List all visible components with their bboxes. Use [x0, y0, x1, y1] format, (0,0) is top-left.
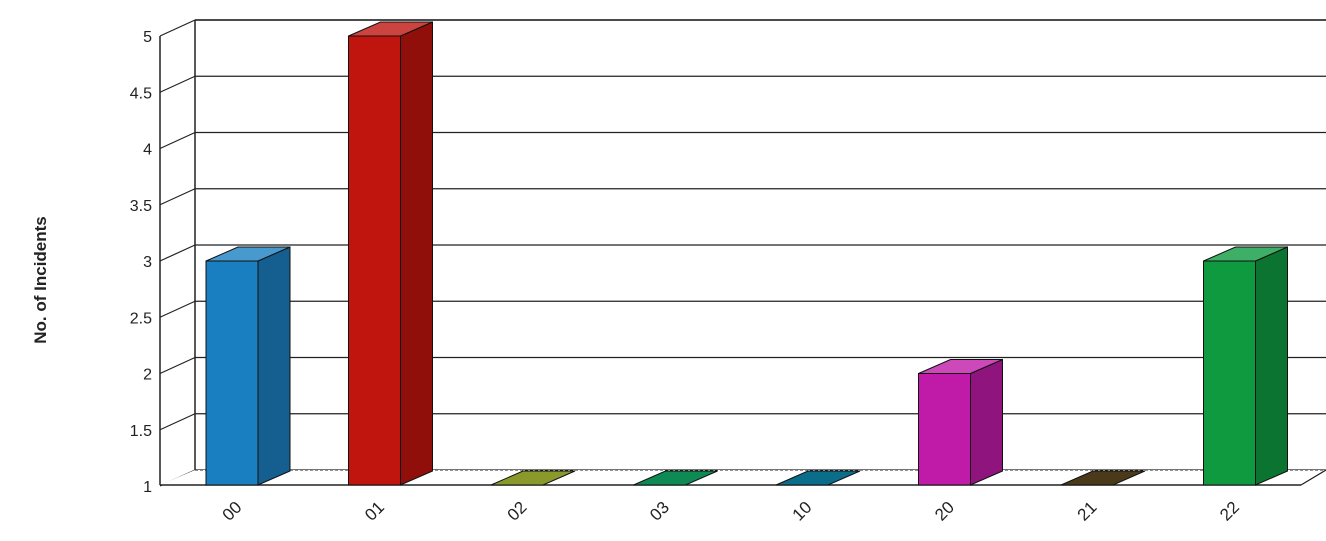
bar-top: [918, 359, 1003, 374]
bar-01: [348, 21, 433, 486]
x-tick-label: 21: [1074, 498, 1101, 525]
bar-flat: [490, 470, 576, 486]
y-tick-label: 2: [143, 367, 152, 384]
x-tick-label: 10: [789, 498, 816, 525]
left-wall-gridline: [159, 356, 196, 375]
x-tick-label: 02: [504, 498, 531, 525]
bar-front: [918, 373, 971, 486]
y-tick-label: 1.5: [130, 423, 152, 440]
left-wall-gridline: [159, 244, 196, 262]
bar-front: [205, 260, 259, 486]
y-tick-label: 3.5: [130, 198, 152, 215]
y-tick-labels: 1 1.5 2 2.5 3 3.5 4 4.5 5: [130, 29, 152, 496]
floor-right-edge: [1300, 469, 1326, 486]
bar-front: [1203, 260, 1256, 486]
bar-flat: [775, 470, 861, 486]
left-wall-gridline: [159, 75, 196, 93]
x-tick-label: 20: [931, 498, 958, 525]
x-tick-labels: 00 01 02 03 10 20 21 22: [219, 498, 1243, 525]
left-wall-gridline: [159, 131, 196, 150]
grid-layer: [159, 19, 1326, 487]
bar-top: [348, 21, 433, 37]
y-tick-label: 4: [143, 142, 152, 159]
y-tick-label: 2.5: [130, 310, 152, 327]
bar-02: [490, 470, 576, 486]
y-tick-label: 5: [143, 29, 152, 46]
bar-layer: [205, 21, 1288, 486]
y-axis-label: No. of Incidents: [31, 216, 50, 344]
bar-top: [205, 246, 291, 262]
left-wall-gridline: [159, 19, 196, 37]
y-tick-label: 1: [143, 479, 152, 496]
bar-side: [400, 21, 433, 486]
x-tick-label: 01: [361, 498, 388, 525]
bar-top: [1203, 246, 1288, 262]
bar-side: [970, 358, 1003, 486]
y-tick-label: 3: [143, 254, 152, 271]
x-tick-label: 22: [1216, 498, 1243, 525]
x-tick-label: 03: [646, 498, 673, 525]
bar-side: [1255, 246, 1288, 486]
left-wall-gridline: [159, 188, 196, 206]
bar-22: [1203, 246, 1288, 486]
y-tick-label: 4.5: [130, 85, 152, 102]
floor: [160, 470, 1326, 485]
left-wall-gridline: [159, 413, 196, 431]
bar-flat: [1060, 470, 1146, 486]
bar-20: [918, 358, 1003, 486]
bar-side: [257, 246, 291, 486]
x-tick-label: 00: [219, 498, 246, 525]
bar-00: [205, 246, 291, 486]
bar-03: [633, 470, 718, 486]
bar-flat: [633, 470, 718, 486]
left-wall-gridline: [159, 300, 196, 318]
bar-front: [348, 35, 401, 486]
bar-21: [1060, 470, 1146, 486]
bar-10: [775, 470, 861, 486]
